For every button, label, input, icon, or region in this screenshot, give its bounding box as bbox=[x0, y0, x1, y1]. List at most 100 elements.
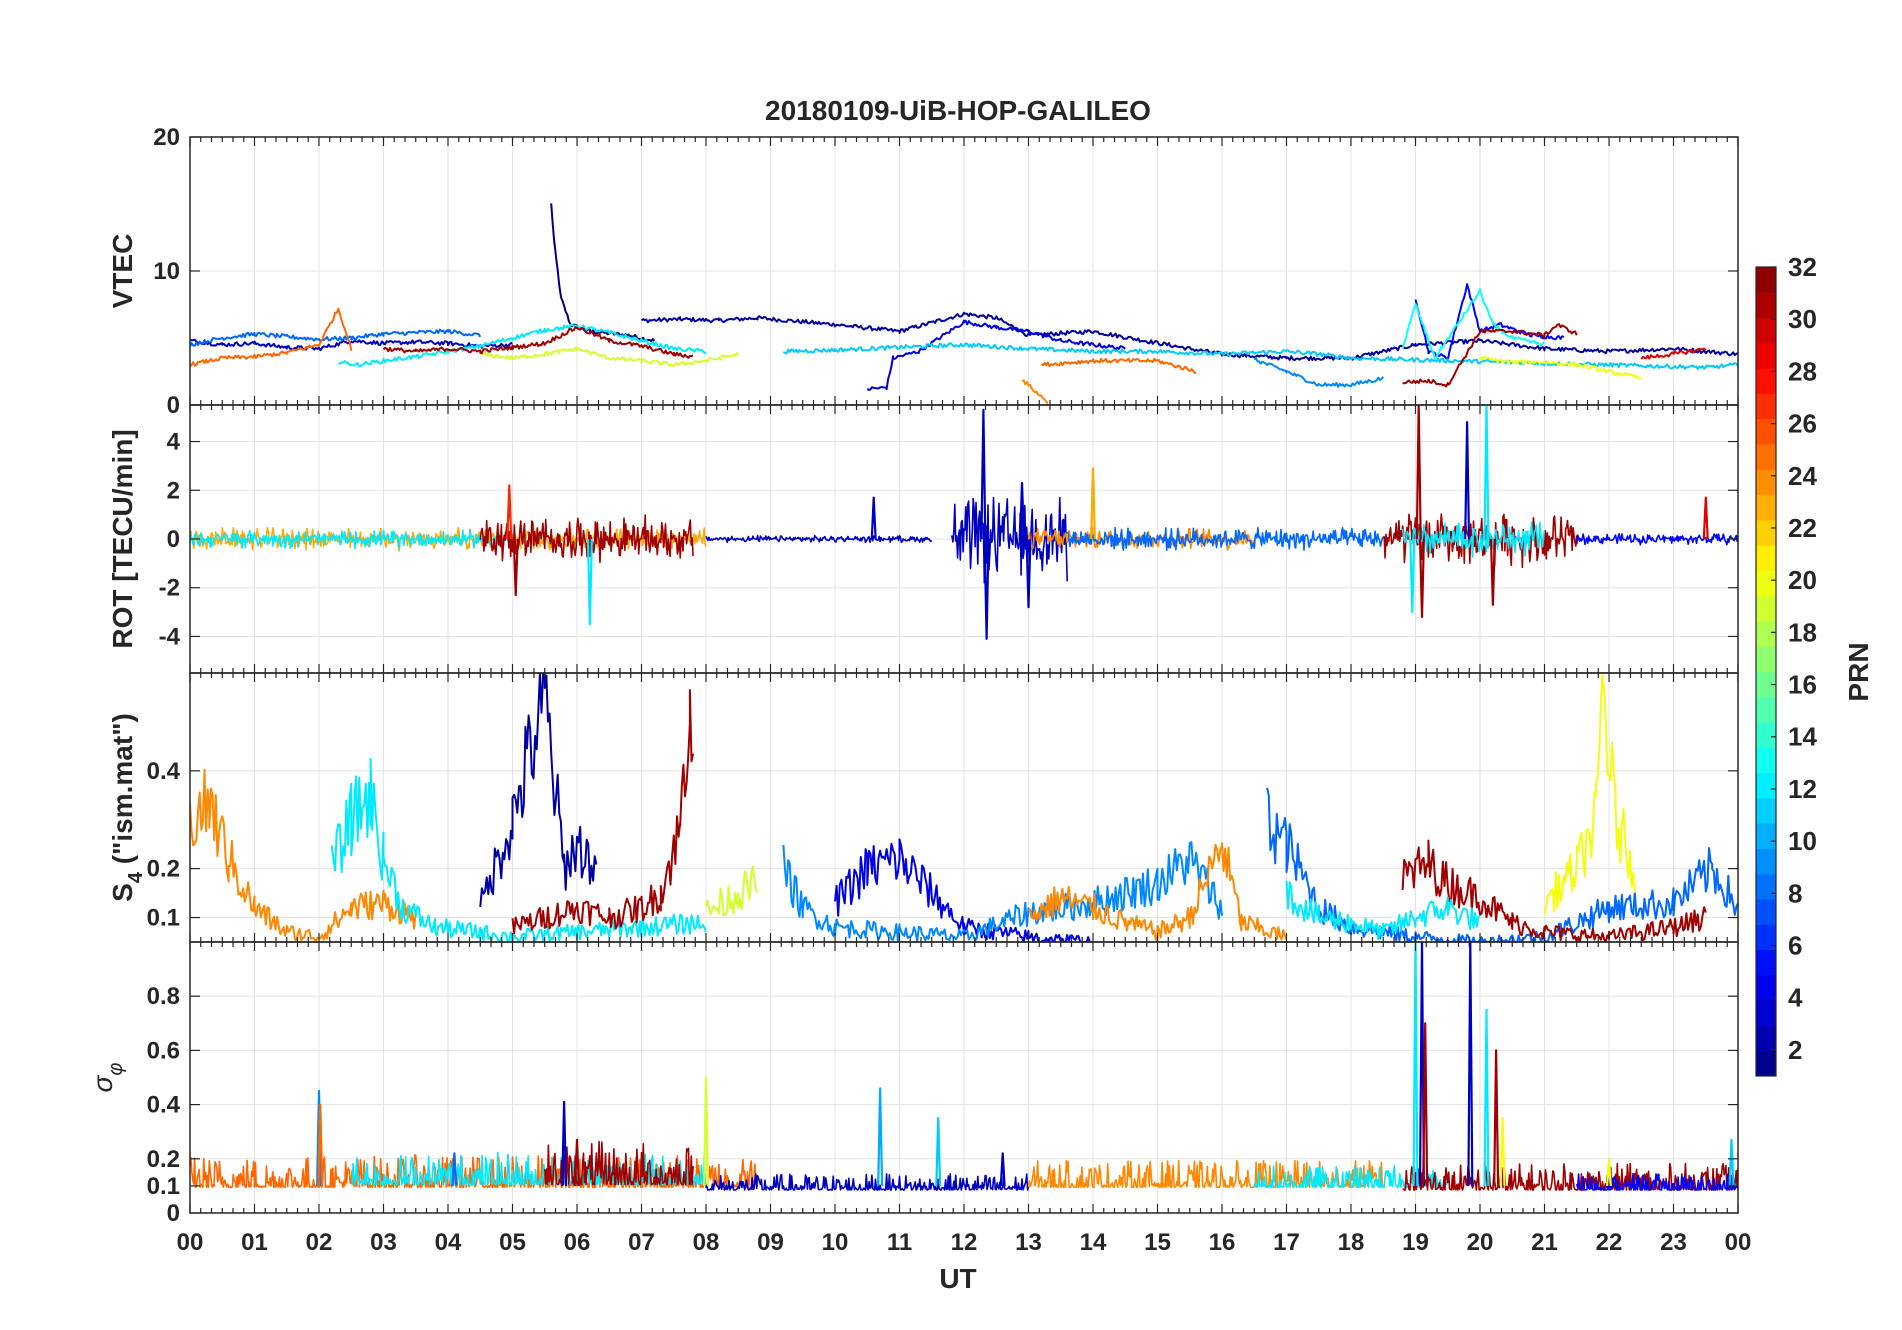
colorbar-band bbox=[1756, 1000, 1776, 1026]
spike-prn-31 bbox=[1418, 538, 1425, 619]
colorbar-tick-label: 10 bbox=[1788, 826, 1817, 856]
x-tick-label: 08 bbox=[693, 1229, 720, 1256]
colorbar-band bbox=[1756, 519, 1776, 546]
spike-prn-25 bbox=[317, 1103, 324, 1186]
spike-prn-31 bbox=[1493, 1049, 1500, 1186]
burst-prn-5 bbox=[1576, 1172, 1738, 1191]
burst-prn-24 bbox=[1027, 1159, 1385, 1189]
panel-rot: -4 -2 0 2 4 ROT [TECU/min] bbox=[107, 404, 1739, 674]
colorbar-tick-label: 32 bbox=[1788, 252, 1817, 282]
series-line-prn-31 bbox=[382, 326, 694, 359]
colorbar-tick-label: 28 bbox=[1788, 356, 1817, 386]
colorbar-band bbox=[1756, 292, 1776, 319]
x-tick-label: 05 bbox=[499, 1229, 526, 1256]
colorbar-tick-label: 2 bbox=[1788, 1035, 1802, 1065]
y-tick-label: 0.2 bbox=[147, 856, 180, 883]
y-axis-label: VTEC bbox=[107, 234, 138, 309]
spike-prn-31 bbox=[1422, 1022, 1429, 1186]
spike-prn-11 bbox=[1728, 1138, 1735, 1186]
spike-prn-20 bbox=[1606, 1157, 1612, 1186]
colorbar-tick-label: 14 bbox=[1788, 722, 1817, 752]
colorbar-tick-label: 30 bbox=[1788, 304, 1817, 334]
y-tick-label: 0 bbox=[167, 392, 180, 419]
x-tick-label: 16 bbox=[1209, 1229, 1236, 1256]
x-tick-label: 12 bbox=[951, 1229, 978, 1256]
series-line-prn-24 bbox=[1021, 379, 1049, 405]
colorbar-band bbox=[1756, 595, 1776, 622]
y-tick-label: 2 bbox=[167, 477, 180, 504]
x-tick-label: 18 bbox=[1338, 1229, 1365, 1256]
colorbar-band bbox=[1756, 899, 1776, 925]
series-line-prn-25 bbox=[1041, 357, 1197, 374]
spike-prn-12 bbox=[1483, 405, 1490, 540]
colorbar-tick-label: 18 bbox=[1788, 617, 1817, 647]
x-tick-label: 15 bbox=[1144, 1229, 1171, 1256]
tick-marks bbox=[189, 673, 1739, 942]
spike-prn-12 bbox=[1412, 942, 1419, 1186]
burst-prn-8 bbox=[1066, 526, 1384, 552]
y-tick-label: 10 bbox=[153, 258, 180, 285]
colorbar-band bbox=[1756, 873, 1776, 900]
series-line-prn-1 bbox=[550, 203, 656, 343]
spike-prn-10 bbox=[877, 1087, 884, 1186]
colorbar-frame bbox=[1755, 266, 1777, 1077]
x-axis-label: UT bbox=[939, 1263, 976, 1294]
series-line-prn-24 bbox=[1028, 842, 1288, 941]
burst-prn-31 bbox=[1382, 513, 1578, 569]
colorbar-band bbox=[1756, 1025, 1776, 1052]
spike-prn-11 bbox=[935, 1117, 942, 1186]
series-line-prn-8 bbox=[1266, 787, 1738, 942]
colorbar-band bbox=[1756, 317, 1776, 344]
spike-prn-27 bbox=[506, 484, 513, 540]
spike-prn-3 bbox=[980, 408, 987, 540]
series-line-prn-20 bbox=[1543, 673, 1636, 915]
x-tick-label: 11 bbox=[887, 1229, 912, 1256]
x-tick-label: 09 bbox=[757, 1229, 784, 1256]
y-tick-label: 20 bbox=[153, 124, 180, 151]
tick-marks bbox=[189, 136, 1739, 406]
spike-prn-3 bbox=[1467, 942, 1474, 1186]
series-line-prn-29 bbox=[1640, 347, 1707, 360]
x-tick-label: 06 bbox=[564, 1229, 591, 1256]
colorbar-band bbox=[1756, 1050, 1776, 1077]
colorbar-band bbox=[1756, 646, 1776, 672]
x-tick-label: 04 bbox=[435, 1229, 462, 1256]
burst-prn-31 bbox=[544, 1140, 694, 1186]
series-group bbox=[190, 405, 1738, 640]
x-tick-label: 21 bbox=[1531, 1229, 1558, 1256]
series-line-prn-2 bbox=[479, 673, 598, 908]
burst-prn-5 bbox=[1576, 533, 1738, 546]
colorbar-band bbox=[1756, 772, 1776, 799]
grid bbox=[190, 673, 1738, 942]
colorbar-band bbox=[1756, 722, 1776, 748]
series-line-prn-13 bbox=[1401, 288, 1545, 360]
colorbar-band bbox=[1756, 974, 1776, 1001]
chart-title: 20180109-UiB-HOP-GALILEO bbox=[765, 95, 1151, 126]
colorbar-tick-label: 6 bbox=[1788, 931, 1802, 961]
colorbar-band bbox=[1756, 924, 1776, 951]
spike-prn-12 bbox=[1483, 1008, 1490, 1186]
burst-prn-12 bbox=[1401, 521, 1546, 558]
series-group bbox=[190, 942, 1738, 1191]
colorbar-tick-label: 4 bbox=[1788, 983, 1803, 1013]
colorbar-band bbox=[1756, 469, 1776, 496]
tick-marks bbox=[189, 405, 1739, 673]
burst-prn-3 bbox=[705, 534, 933, 544]
series-line-prn-2 bbox=[640, 311, 1738, 362]
series-line-prn-12 bbox=[330, 757, 707, 942]
x-tick-label: 19 bbox=[1402, 1229, 1429, 1256]
y-tick-label: 0.4 bbox=[147, 758, 181, 785]
colorbar-tick-label: 12 bbox=[1788, 774, 1817, 804]
spike-prn-3 bbox=[983, 538, 990, 640]
colorbar-tick-label: 20 bbox=[1788, 565, 1817, 595]
colorbar-band bbox=[1756, 747, 1776, 774]
spike-prn-31 bbox=[1489, 538, 1496, 606]
y-tick-label: 0.6 bbox=[147, 1037, 180, 1064]
y-axis-label: S4 ("ism.mat") bbox=[107, 713, 147, 902]
x-tick-label: 22 bbox=[1596, 1229, 1623, 1256]
x-tick-label: 07 bbox=[628, 1229, 655, 1256]
colorbar-band bbox=[1756, 696, 1776, 723]
spike-prn-9 bbox=[316, 1089, 322, 1186]
